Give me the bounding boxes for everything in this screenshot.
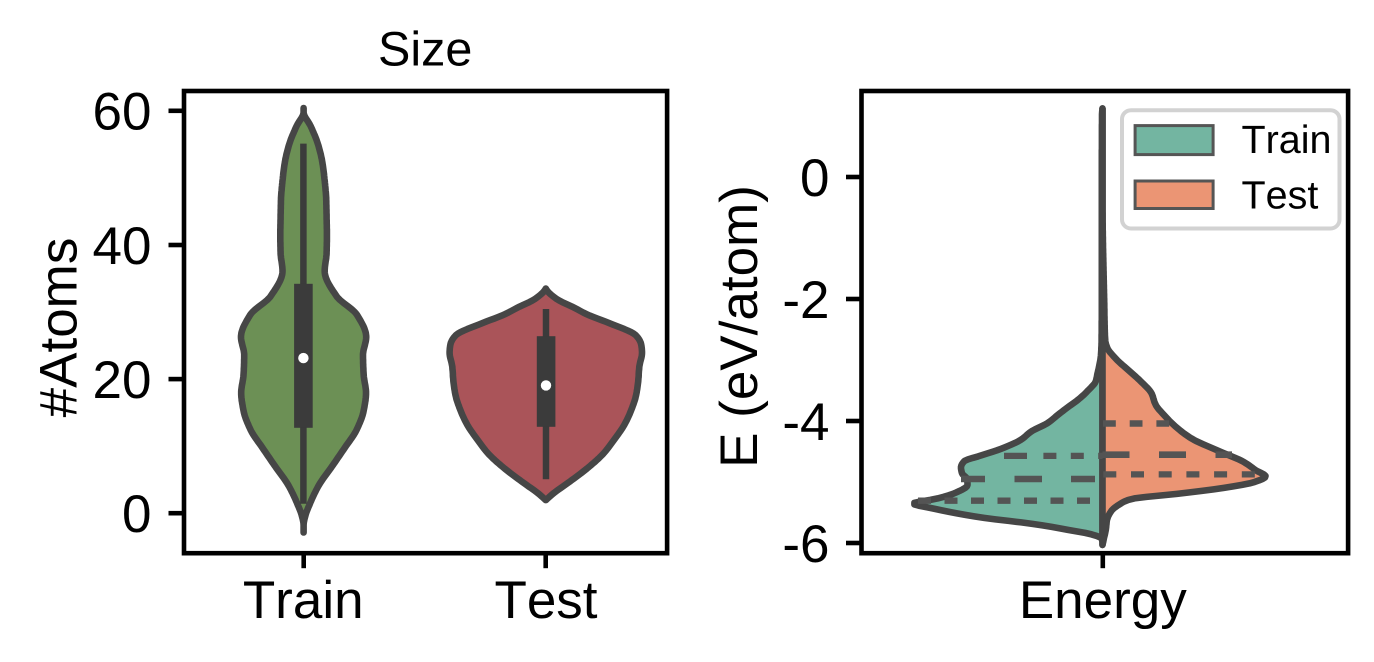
svg-text:-2: -2	[782, 271, 829, 330]
svg-text:60: 60	[93, 83, 152, 142]
svg-text:E (eV/atom): E (eV/atom)	[710, 185, 769, 468]
svg-text:Energy: Energy	[1019, 571, 1187, 630]
svg-text:#Atoms: #Atoms	[30, 238, 89, 418]
svg-text:Train: Train	[243, 571, 364, 630]
svg-text:40: 40	[93, 217, 152, 276]
svg-text:-6: -6	[782, 515, 829, 574]
svg-text:Test: Test	[1242, 173, 1319, 217]
svg-text:Train: Train	[1242, 118, 1332, 162]
svg-text:0: 0	[800, 149, 829, 208]
svg-text:0: 0	[122, 485, 151, 544]
svg-text:Size: Size	[378, 23, 472, 77]
svg-text:Test: Test	[494, 571, 597, 630]
svg-text:20: 20	[93, 351, 152, 410]
svg-text:-4: -4	[782, 393, 829, 452]
